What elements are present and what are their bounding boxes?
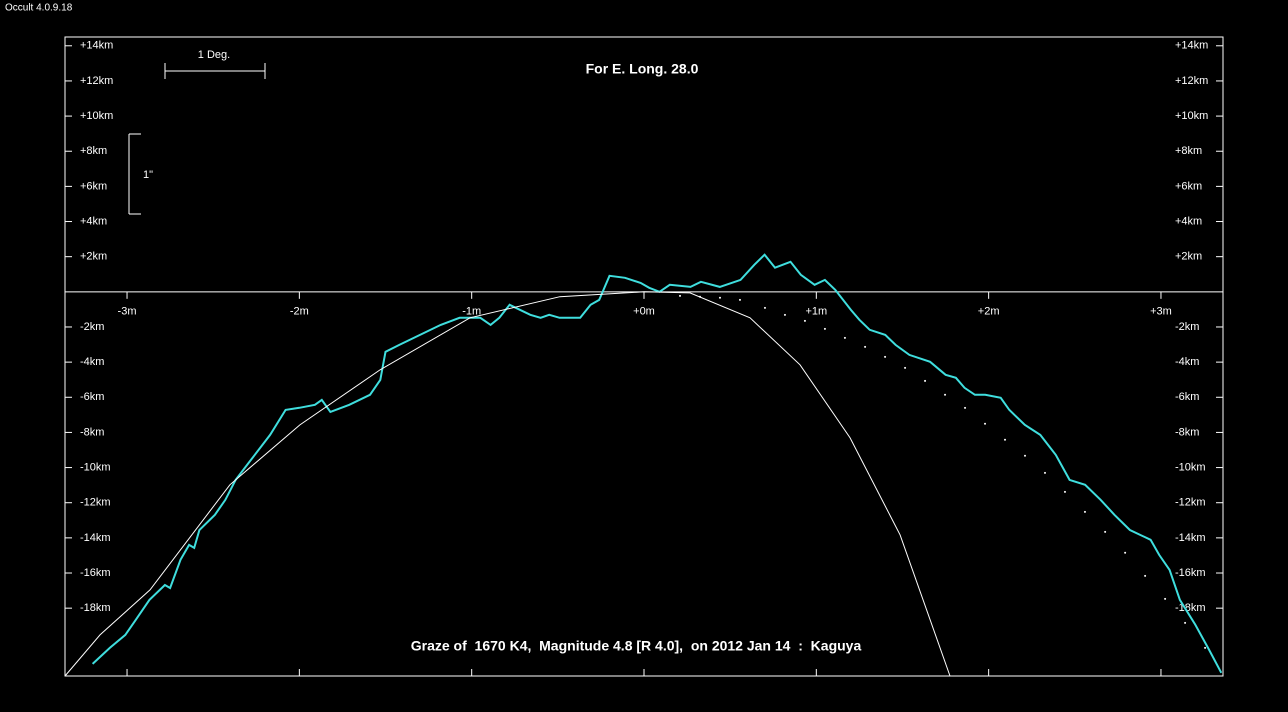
y-tick-label: -2km: [80, 321, 104, 333]
profile-dot: [1024, 454, 1027, 457]
profile-dot: [763, 306, 766, 309]
y-tick-label-right: +2km: [1175, 251, 1202, 263]
profile-dot: [884, 355, 887, 358]
y-tick-label: -18km: [80, 602, 111, 614]
y-tick-label: -14km: [80, 532, 111, 544]
profile-dot: [1164, 597, 1167, 600]
y-tick-label-right: -14km: [1175, 532, 1206, 544]
y-tick-label: +12km: [80, 75, 113, 87]
profile-line: [91, 253, 1223, 674]
y-tick-label-right: +4km: [1175, 215, 1202, 227]
y-tick-label: +4km: [80, 215, 107, 227]
profile-dot: [783, 313, 786, 316]
profile-dot: [738, 298, 741, 301]
x-tick-label: +2m: [978, 306, 1000, 318]
y-tick-label-right: +10km: [1175, 110, 1208, 122]
plot-frame: [64, 36, 1224, 677]
y-tick-label: +14km: [80, 40, 113, 52]
y-tick-label-right: +14km: [1175, 40, 1208, 52]
profile-dot: [1083, 510, 1086, 513]
profile-dot: [1063, 490, 1066, 493]
y-tick-label: -8km: [80, 426, 104, 438]
y-tick-label-right: +12km: [1175, 75, 1208, 87]
y-tick-label-right: -6km: [1175, 391, 1199, 403]
profile-dot: [924, 379, 927, 382]
profile-line: [64, 291, 951, 677]
profile-dot: [984, 422, 987, 425]
y-tick-label: +6km: [80, 180, 107, 192]
profile-dot: [944, 393, 947, 396]
profile-dot: [904, 366, 907, 369]
y-tick-label-right: -2km: [1175, 321, 1199, 333]
y-tick-label-right: -8km: [1175, 426, 1199, 438]
x-tick-label: +1m: [805, 306, 827, 318]
y-tick-label: +2km: [80, 251, 107, 263]
y-tick-label-right: -18km: [1175, 602, 1206, 614]
y-tick-label-right: -4km: [1175, 356, 1199, 368]
profile-dot: [823, 327, 826, 330]
x-tick-label: -3m: [118, 306, 137, 318]
y-tick-label: -16km: [80, 567, 111, 579]
y-tick-label-right: +8km: [1175, 145, 1202, 157]
subtitle: For E. Long. 28.0: [586, 61, 699, 77]
profile-dot: [1204, 646, 1207, 649]
x-tick-label: -2m: [290, 306, 309, 318]
y-tick-label-right: -10km: [1175, 461, 1206, 473]
profile-dot: [679, 294, 682, 297]
profile-dot: [718, 296, 721, 299]
degree-label: 1 Deg.: [198, 49, 230, 61]
arcsec-label: 1": [143, 169, 153, 181]
profile-dot: [843, 336, 846, 339]
app-title: Occult 4.0.9.18: [5, 3, 73, 14]
profile-dot: [1124, 551, 1127, 554]
y-tick-label-right: -12km: [1175, 497, 1206, 509]
y-tick-label: -4km: [80, 356, 104, 368]
profile-dot: [1184, 621, 1187, 624]
y-tick-label-right: +6km: [1175, 180, 1202, 192]
y-tick-label: -6km: [80, 391, 104, 403]
profile-dot: [699, 295, 702, 298]
profile-dot: [864, 345, 867, 348]
arcsec-scale-bar: [128, 133, 141, 215]
profile-dot: [1004, 438, 1007, 441]
y-tick-label: +8km: [80, 145, 107, 157]
x-tick-label: +0m: [633, 306, 655, 318]
degree-scale-bar: [164, 63, 266, 79]
x-tick-label: -1m: [462, 306, 481, 318]
y-tick-label: +10km: [80, 110, 113, 122]
title: Graze of 1670 K4, Magnitude 4.8 [R 4.0],…: [411, 638, 862, 654]
y-tick-label-right: -16km: [1175, 567, 1206, 579]
profile-dot: [1104, 530, 1107, 533]
profile-dot: [964, 406, 967, 409]
y-tick-label: -10km: [80, 461, 111, 473]
profile-dot: [1144, 574, 1147, 577]
y-tick-label: -12km: [80, 497, 111, 509]
x-tick-label: +3m: [1150, 306, 1172, 318]
profile-dot: [1043, 471, 1046, 474]
profile-dot: [803, 319, 806, 322]
